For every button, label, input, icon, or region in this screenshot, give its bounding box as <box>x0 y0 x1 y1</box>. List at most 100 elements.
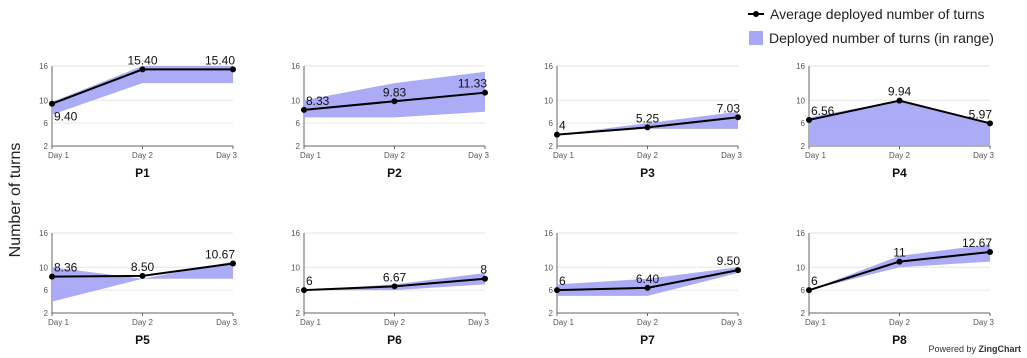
y-tick-label: 6 <box>296 119 301 128</box>
x-tick-label: Day 2 <box>889 151 910 160</box>
y-tick-label: 2 <box>549 309 554 318</box>
data-point <box>301 287 307 294</box>
data-point <box>806 287 812 294</box>
y-tick-label: 16 <box>544 229 553 238</box>
legend-item-range[interactable]: Deployed number of turns (in range) <box>748 26 1027 50</box>
panel-p4: 2 6 10 16 Day 1 Day 2 Day 3 6.56 9.94 5.97 P4 <box>796 62 994 180</box>
data-label: 9.50 <box>717 254 741 268</box>
y-tick-label: 10 <box>39 263 48 272</box>
range-area <box>557 111 738 135</box>
y-tick-label: 2 <box>296 309 301 318</box>
data-point <box>139 66 146 73</box>
data-label: 11.33 <box>458 77 487 91</box>
x-tick-label: Day 3 <box>216 318 237 327</box>
y-tick-label: 6 <box>801 119 806 128</box>
data-label: 15.40 <box>205 53 235 67</box>
y-axis-title: Number of turns <box>6 140 26 260</box>
y-tick-label: 6 <box>44 119 49 128</box>
x-tick-label: Day 1 <box>553 318 574 327</box>
data-point <box>391 98 398 105</box>
data-point <box>806 116 812 123</box>
y-tick-label: 2 <box>44 142 49 151</box>
x-tick-label: Day 3 <box>468 318 489 327</box>
panel-p6: 2 6 10 16 Day 1 Day 2 Day 3 6 6.67 8 P6 <box>291 229 489 347</box>
data-label: 9.94 <box>888 85 912 99</box>
x-tick-label: Day 3 <box>216 151 237 160</box>
y-tick-label: 16 <box>291 62 300 71</box>
range-area <box>809 100 990 146</box>
x-tick-label: Day 1 <box>48 318 69 327</box>
data-label: 6.40 <box>636 272 660 286</box>
y-tick-label: 10 <box>291 96 300 105</box>
data-point <box>644 124 651 131</box>
data-point <box>987 120 993 127</box>
y-tick-label: 10 <box>291 263 300 272</box>
legend-item-average[interactable]: Average deployed number of turns <box>748 2 1027 26</box>
data-label: 10.67 <box>205 247 235 261</box>
data-point <box>644 284 651 291</box>
x-tick-label: Day 2 <box>132 151 153 160</box>
data-label: 4 <box>559 119 566 133</box>
data-label: 9.40 <box>54 110 78 124</box>
data-label: 6 <box>559 274 566 288</box>
panel-p2: 2 6 10 16 Day 1 Day 2 Day 3 8.33 9.83 11.33 P2 <box>291 62 489 180</box>
y-tick-label: 16 <box>796 229 805 238</box>
x-tick-label: Day 1 <box>805 151 826 160</box>
x-tick-label: Day 1 <box>553 151 574 160</box>
x-tick-label: Day 3 <box>973 318 994 327</box>
range-area <box>304 273 485 291</box>
y-tick-label: 10 <box>796 263 805 272</box>
y-tick-label: 2 <box>801 309 806 318</box>
data-point <box>230 66 236 73</box>
range-area <box>52 66 233 115</box>
panel-title: P8 <box>892 333 907 347</box>
x-tick-label: Day 1 <box>48 151 69 160</box>
data-point <box>49 273 55 280</box>
data-point <box>391 283 398 290</box>
y-tick-label: 10 <box>39 96 48 105</box>
panel-title: P7 <box>640 333 655 347</box>
panel-title: P2 <box>387 166 402 180</box>
data-point <box>896 258 903 265</box>
panel-p8: 2 6 10 16 Day 1 Day 2 Day 3 6 11 12.67 P8 <box>796 229 994 347</box>
x-tick-label: Day 2 <box>384 318 405 327</box>
data-label: 6.67 <box>383 270 407 284</box>
data-label: 6.56 <box>811 104 835 118</box>
panel-title: P1 <box>135 166 150 180</box>
x-tick-label: Day 2 <box>132 318 153 327</box>
data-label: 9.83 <box>383 85 407 99</box>
x-tick-label: Day 3 <box>468 151 489 160</box>
data-point <box>482 275 488 282</box>
x-tick-label: Day 2 <box>889 318 910 327</box>
y-tick-label: 16 <box>796 62 805 71</box>
area-swatch-icon <box>749 31 763 45</box>
data-label: 11 <box>893 246 906 260</box>
y-tick-label: 10 <box>544 96 553 105</box>
y-tick-label: 10 <box>544 263 553 272</box>
x-tick-label: Day 3 <box>721 151 742 160</box>
y-axis-title-text: Number of turns <box>7 142 24 258</box>
y-tick-label: 6 <box>549 286 554 295</box>
data-point <box>482 89 488 96</box>
data-label: 8.36 <box>54 261 78 275</box>
y-tick-label: 16 <box>544 62 553 71</box>
data-label: 6 <box>811 274 818 288</box>
powered-by-brand: ZingChart <box>978 344 1022 354</box>
y-tick-label: 6 <box>801 286 806 295</box>
x-tick-label: Day 1 <box>300 318 321 327</box>
legend-label-average: Average deployed number of turns <box>770 6 985 22</box>
line-marker-icon <box>748 8 764 20</box>
data-point <box>301 106 307 113</box>
y-tick-label: 6 <box>549 119 554 128</box>
y-tick-label: 2 <box>801 142 806 151</box>
y-tick-label: 16 <box>39 62 48 71</box>
powered-by[interactable]: Powered by ZingChart <box>928 344 1021 354</box>
panel-title: P4 <box>892 166 907 180</box>
y-tick-label: 16 <box>291 229 300 238</box>
x-tick-label: Day 1 <box>300 151 321 160</box>
y-tick-label: 2 <box>549 142 554 151</box>
data-label: 15.40 <box>127 53 157 67</box>
panel-p5: 2 6 10 16 Day 1 Day 2 Day 3 8.36 8.50 10.67 P5 <box>39 229 237 347</box>
x-tick-label: Day 2 <box>637 318 658 327</box>
data-point <box>139 272 146 279</box>
